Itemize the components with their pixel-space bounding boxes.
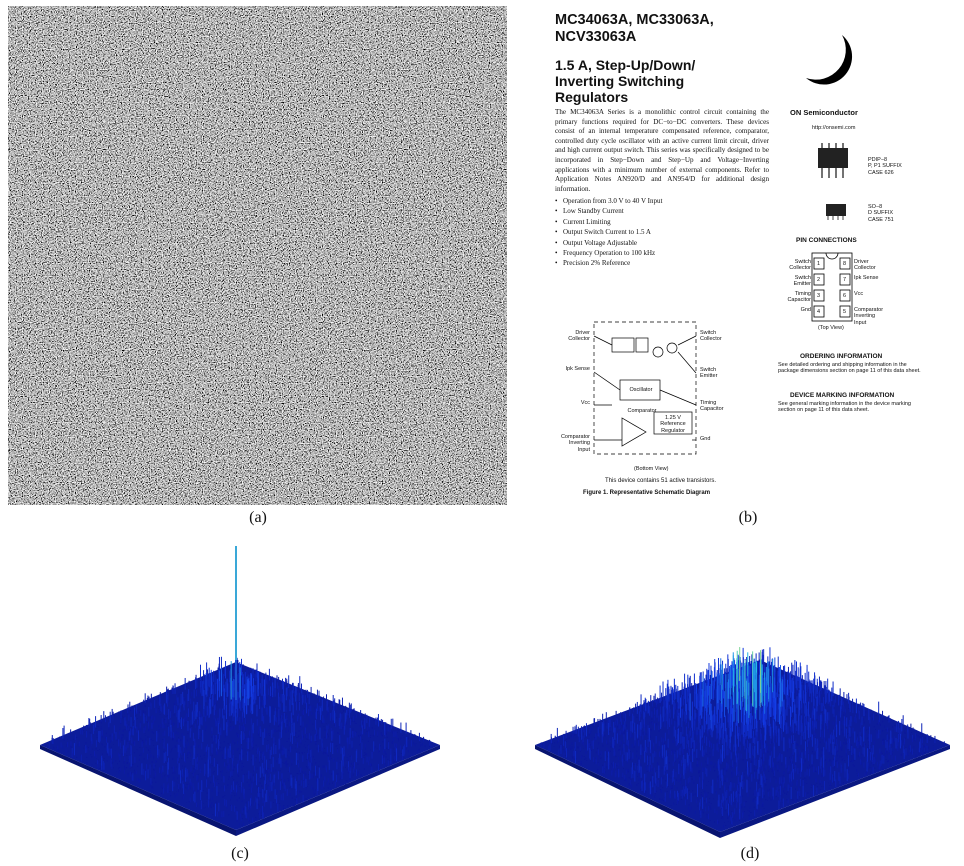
- logo: [806, 35, 852, 85]
- so8-package: [826, 204, 846, 220]
- surface-plots: [40, 546, 950, 838]
- page: (a) (b) (c) (d) MC34063A, MC33063A, NCV3…: [0, 0, 964, 866]
- noise-image: [8, 6, 507, 505]
- pdip-package: [818, 143, 848, 178]
